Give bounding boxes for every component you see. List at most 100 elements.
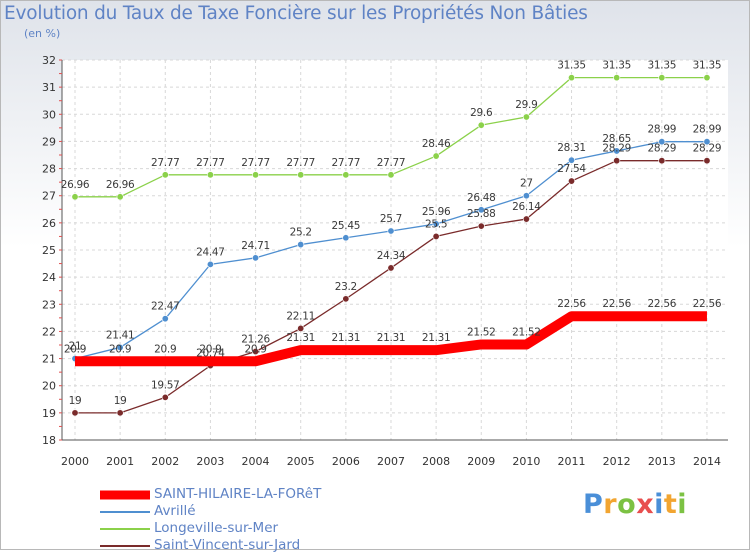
data-label: 25.5: [425, 218, 447, 230]
x-tick-label: 2003: [196, 455, 224, 468]
y-tick-label: 28: [42, 163, 56, 176]
series-point-2: [116, 193, 124, 201]
data-label: 26.48: [467, 192, 496, 204]
data-label: 21.41: [106, 329, 135, 341]
chart-title: Evolution du Taux de Taxe Foncière sur l…: [4, 3, 588, 24]
data-label: 26.96: [61, 179, 90, 191]
series-point-2: [342, 171, 350, 179]
data-label: 20.9: [109, 343, 131, 355]
data-label: 21.52: [512, 326, 541, 338]
data-label: 28.31: [557, 142, 586, 154]
data-label: 21.31: [332, 332, 361, 344]
data-label: 31.35: [557, 60, 586, 72]
series-point-3: [252, 348, 260, 356]
data-label: 22.56: [557, 298, 586, 310]
data-label: 28.65: [602, 133, 631, 145]
data-label: 21.52: [467, 326, 496, 338]
y-tick-label: 18: [42, 434, 56, 447]
series-point-2: [71, 193, 79, 201]
series-point-2: [387, 171, 395, 179]
legend-swatch-longeville: [100, 527, 150, 530]
data-label: 25.96: [422, 206, 451, 218]
x-tick-label: 2014: [693, 455, 721, 468]
series-point-2: [432, 152, 440, 160]
y-tick-label: 31: [42, 81, 56, 94]
x-tick-label: 2012: [603, 455, 631, 468]
data-label: 27.54: [557, 163, 586, 175]
x-tick-label: 2000: [61, 455, 89, 468]
y-tick-label: 24: [42, 271, 56, 284]
data-label: 19: [69, 395, 82, 407]
series-point-1: [703, 138, 711, 146]
data-label: 22.11: [286, 310, 315, 322]
data-label: 20.9: [244, 343, 266, 355]
series-point-3: [568, 177, 576, 185]
y-tick-label: 26: [42, 217, 56, 230]
data-label: 27.77: [241, 157, 270, 169]
x-tick-label: 2009: [467, 455, 495, 468]
y-tick-label: 30: [42, 108, 56, 121]
series-point-1: [432, 220, 440, 228]
data-label: 26.96: [106, 179, 135, 191]
data-label: 19: [114, 395, 127, 407]
data-label: 20.9: [154, 343, 176, 355]
x-tick-label: 2011: [558, 455, 586, 468]
y-tick-label: 29: [42, 135, 56, 148]
data-label: 29.6: [470, 107, 493, 119]
series-point-1: [252, 254, 260, 262]
y-tick-label: 22: [42, 325, 56, 338]
data-label: 28.99: [648, 124, 677, 136]
chart-subtitle: (en %): [24, 27, 61, 40]
series-point-3: [658, 157, 666, 165]
data-label: 20.9: [64, 343, 86, 355]
series-point-1: [116, 343, 124, 351]
y-tick-label: 23: [42, 298, 56, 311]
x-tick-label: 2005: [287, 455, 315, 468]
series-point-3: [161, 393, 169, 401]
data-label: 21.26: [241, 334, 270, 346]
series-point-1: [161, 315, 169, 323]
series-point-2: [522, 113, 530, 121]
data-label: 25.2: [290, 227, 312, 239]
data-label: 26.14: [512, 201, 541, 213]
series-point-1: [342, 234, 350, 242]
data-label: 27.77: [332, 157, 361, 169]
x-tick-label: 2008: [422, 455, 450, 468]
x-tick-label: 2001: [106, 455, 134, 468]
series-point-1: [477, 206, 485, 214]
data-label: 27.77: [151, 157, 180, 169]
series-point-1: [297, 241, 305, 249]
legend-label-avrille: Avrillé: [154, 503, 196, 519]
series-point-2: [297, 171, 305, 179]
data-label: 27.77: [286, 157, 315, 169]
data-label: 25.7: [380, 213, 402, 225]
data-label: 24.34: [377, 250, 406, 262]
y-tick-label: 32: [42, 54, 56, 67]
data-label: 21.31: [377, 332, 406, 344]
x-tick-label: 2006: [332, 455, 360, 468]
data-label: 27: [520, 178, 533, 190]
series-point-3: [703, 157, 711, 165]
x-tick-label: 2002: [151, 455, 179, 468]
series-point-1: [387, 227, 395, 235]
data-label: 21.31: [422, 332, 451, 344]
data-label: 24.47: [196, 246, 225, 258]
legend-label-saint-hilaire: SAINT-HILAIRE-LA-FORêT: [154, 486, 322, 502]
data-label: 19.57: [151, 379, 180, 391]
y-tick-label: 25: [42, 244, 56, 257]
legend-swatch-saint-vincent: [100, 544, 150, 547]
data-label: 25.45: [332, 220, 361, 232]
series-point-2: [252, 171, 260, 179]
data-label: 20.9: [199, 343, 221, 355]
data-label: 22.56: [693, 298, 722, 310]
series-line-0: [75, 311, 707, 367]
legend-label-saint-vincent: Saint-Vincent-sur-Jard: [154, 537, 301, 553]
series-point-3: [387, 264, 395, 272]
series-point-2: [206, 171, 214, 179]
series-point-2: [613, 74, 621, 82]
series-point-3: [432, 232, 440, 240]
data-label: 28.99: [693, 124, 722, 136]
proxiti-logo: Proxiti: [583, 489, 688, 520]
data-label: 28.29: [602, 143, 631, 155]
